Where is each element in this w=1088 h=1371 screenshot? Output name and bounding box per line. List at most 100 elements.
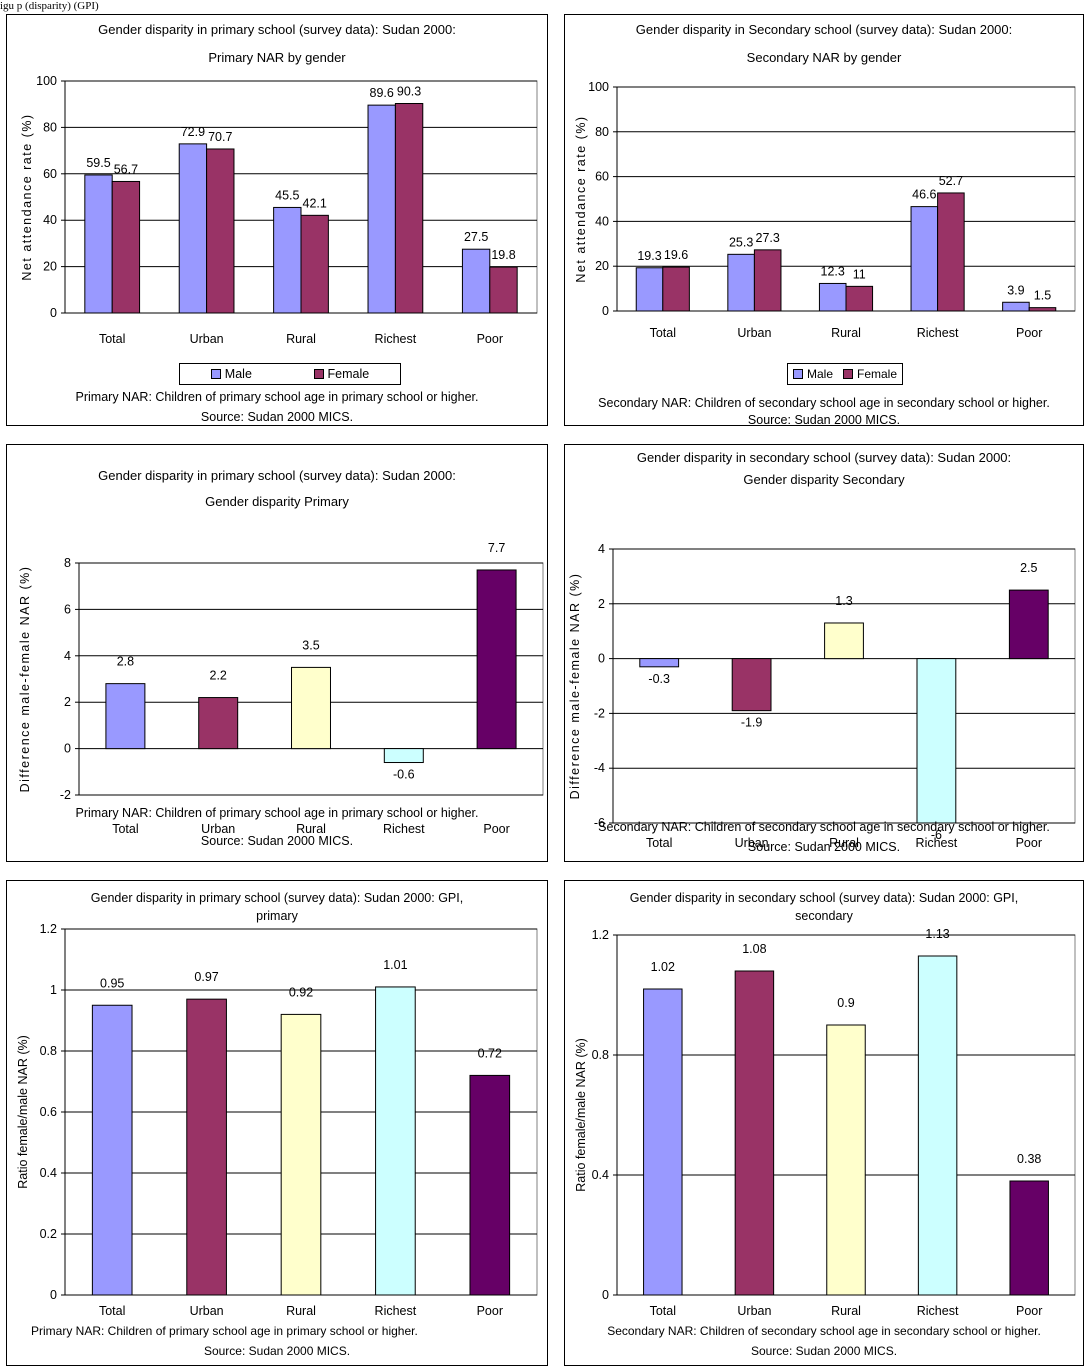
chart-footnote: Secondary NAR: Children of secondary sch… <box>598 396 1050 410</box>
chart-footnote: Secondary NAR: Children of secondary sch… <box>598 820 1050 834</box>
x-tick-label: Urban <box>201 822 235 836</box>
y-tick-label: 20 <box>595 259 609 273</box>
bar-female <box>845 285 874 312</box>
chart-panel-secondary-gpi: Gender disparity in secondary school (su… <box>564 880 1084 1366</box>
data-label: 0.72 <box>478 1046 502 1060</box>
x-tick-label: Total <box>99 1304 125 1318</box>
bar-male <box>367 104 396 314</box>
data-label: 11 <box>853 267 866 281</box>
data-label: 0.95 <box>100 976 124 990</box>
x-tick-label: Rural <box>831 326 861 340</box>
data-label: 45.5 <box>275 188 299 202</box>
y-tick-label: 0.6 <box>40 1105 57 1119</box>
data-label: 0.92 <box>289 985 313 999</box>
chart-title-line1: Gender disparity in primary school (surv… <box>98 22 456 37</box>
bar <box>731 658 772 712</box>
chart-source: Source: Sudan 2000 MICS. <box>200 834 354 848</box>
x-tick-label: Rural <box>296 822 326 836</box>
data-label: 19.8 <box>491 248 515 262</box>
bar-female <box>1028 307 1057 312</box>
legend-label-female: Female <box>327 367 370 381</box>
data-label: 1.02 <box>651 960 675 974</box>
bar-male <box>84 174 113 314</box>
y-tick-label: -4 <box>594 761 605 775</box>
y-tick-label: 0 <box>602 304 609 318</box>
bar <box>826 1024 866 1296</box>
x-tick-label: Poor <box>477 1304 503 1318</box>
bar <box>1009 1180 1049 1296</box>
y-tick-label: -2 <box>594 706 605 720</box>
chart-title-line2: secondary <box>795 909 853 923</box>
x-tick-label: Urban <box>190 332 224 346</box>
bar-female <box>662 266 690 312</box>
chart-svg: -6 -4 -2 0 2 4 Difference male-female NAR (%) T… <box>568 542 1076 850</box>
data-label: 1.01 <box>383 958 407 972</box>
bar-male <box>818 282 847 312</box>
x-tick-label: Richest <box>916 836 958 850</box>
y-tick-label: 0.4 <box>592 1168 609 1182</box>
x-tick-label: Urban <box>737 326 771 340</box>
legend-item-male: Male <box>210 367 252 381</box>
y-tick-label: 0 <box>598 652 605 666</box>
data-label: 1.3 <box>835 594 852 608</box>
bar-female <box>753 249 782 312</box>
bar-female <box>394 103 424 314</box>
data-label: 72.9 <box>181 125 205 139</box>
bar-male <box>273 206 302 314</box>
chart-svg: -2 0 2 4 6 8 Difference male-female NAR (%) Tot… <box>18 541 544 836</box>
chart-title-line2: Gender disparity Primary <box>205 494 349 509</box>
legend-swatch-female <box>842 369 853 379</box>
y-axis-label: Net attendance rate (%) <box>20 113 34 280</box>
data-label: 3.5 <box>302 638 319 652</box>
chart-source: Source: Sudan 2000 MICS. <box>750 1344 898 1358</box>
chart-title-line2: Secondary NAR by gender <box>746 50 902 65</box>
legend-swatch-female <box>313 369 324 379</box>
data-label: 70.7 <box>208 130 232 144</box>
y-tick-label: 0 <box>602 1288 609 1302</box>
plot-area <box>612 548 1076 824</box>
y-tick-label: 4 <box>64 649 71 663</box>
y-axis-label: Difference male-female NAR (%) <box>568 573 582 800</box>
bar-female <box>937 192 965 312</box>
data-label: 7.7 <box>488 541 505 555</box>
chart-title-line1: Gender disparity in secondary school (su… <box>636 450 1012 465</box>
bar-male <box>727 253 755 312</box>
chart-footnote: Primary NAR: Children of primary school … <box>75 390 479 404</box>
data-label: 27.3 <box>756 231 780 245</box>
bar-female <box>489 266 518 314</box>
bar <box>734 970 775 1296</box>
chart-footnote: Secondary NAR: Children of secondary sch… <box>607 1324 1041 1338</box>
bar-male <box>461 248 491 314</box>
x-tick-label: Poor <box>483 822 509 836</box>
y-tick-label: 0.4 <box>40 1166 57 1180</box>
y-tick-label: 1.2 <box>592 928 609 942</box>
y-tick-label: 100 <box>588 80 609 94</box>
chart-source: Source: Sudan 2000 MICS. <box>747 840 901 854</box>
data-label: 2.2 <box>210 669 227 683</box>
bar <box>383 748 424 764</box>
chart-svg: 0 20 40 60 80 100 Net attendance rate (%) Total… <box>574 80 1076 340</box>
y-tick-label: 0 <box>64 742 71 756</box>
x-tick-label: Urban <box>190 1304 224 1318</box>
x-tick-label: Richest <box>375 332 417 346</box>
x-tick-label: Richest <box>383 822 425 836</box>
bar <box>639 658 680 668</box>
y-tick-label: 40 <box>43 213 57 227</box>
bar-female <box>300 214 329 314</box>
x-tick-label: Richest <box>917 326 959 340</box>
x-tick-label: Urban <box>735 836 769 850</box>
bar <box>469 1074 511 1296</box>
data-label: -1.9 <box>741 716 763 730</box>
data-label: 59.5 <box>86 156 110 170</box>
data-label: 1.08 <box>742 942 766 956</box>
y-axis-label: Difference male-female NAR (%) <box>18 566 32 793</box>
data-label: 19.6 <box>664 248 688 262</box>
chart-panel-secondary-disparity: Gender disparity in secondary school (su… <box>564 444 1084 862</box>
x-tick-label: Rural <box>831 1304 861 1318</box>
bar-female <box>111 180 141 314</box>
data-label: 12.3 <box>821 264 845 278</box>
y-tick-label: 80 <box>595 125 609 139</box>
chart-panel-primary-nar: Gender disparity in primary school (surv… <box>6 14 548 426</box>
data-label: 0.38 <box>1017 1152 1041 1166</box>
bar <box>476 569 517 750</box>
